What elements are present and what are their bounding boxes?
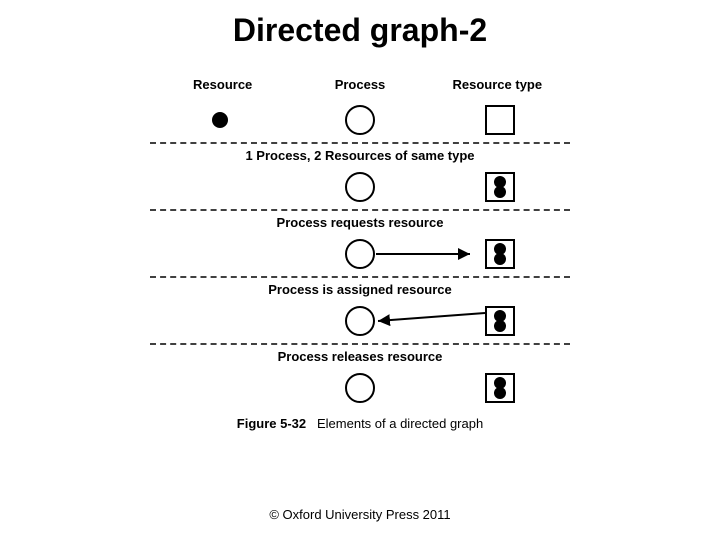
process-circle-icon [345, 172, 375, 202]
row-legend [150, 98, 570, 142]
page-title: Directed graph-2 [0, 0, 720, 49]
row-1p2r [150, 165, 570, 209]
resource-type-box-icon [485, 306, 515, 336]
resource-type-box-icon [485, 172, 515, 202]
resource-type-box-icon [485, 105, 515, 135]
process-circle-icon [345, 105, 375, 135]
caption-row2: 1 Process, 2 Resources of same type [150, 144, 570, 165]
resource-instance-dot-icon [494, 320, 506, 332]
copyright-text: © Oxford University Press 2011 [0, 507, 720, 522]
resource-instance-dot-icon [494, 387, 506, 399]
directed-graph-diagram: Resource Process Resource type 1 Process… [150, 77, 570, 431]
caption-row5: Process releases resource [150, 345, 570, 366]
process-circle-icon [345, 239, 375, 269]
header-rtype: Resource type [429, 77, 566, 92]
resource-instance-dot-icon [494, 186, 506, 198]
caption-row3: Process requests resource [150, 211, 570, 232]
resource-type-box-icon [485, 239, 515, 269]
header-resource: Resource [154, 77, 291, 92]
figure-caption: Figure 5-32 Elements of a directed graph [150, 410, 570, 431]
header-process: Process [291, 77, 428, 92]
figure-text: Elements of a directed graph [317, 416, 483, 431]
resource-type-box-icon [485, 373, 515, 403]
row-request [150, 232, 570, 276]
row-assign [150, 299, 570, 343]
process-circle-icon [345, 373, 375, 403]
legend-header: Resource Process Resource type [150, 77, 570, 98]
resource-instance-dot-icon [494, 253, 506, 265]
row-release [150, 366, 570, 410]
process-circle-icon [345, 306, 375, 336]
figure-label: Figure 5-32 [237, 416, 306, 431]
resource-dot-icon [212, 112, 228, 128]
caption-row4: Process is assigned resource [150, 278, 570, 299]
